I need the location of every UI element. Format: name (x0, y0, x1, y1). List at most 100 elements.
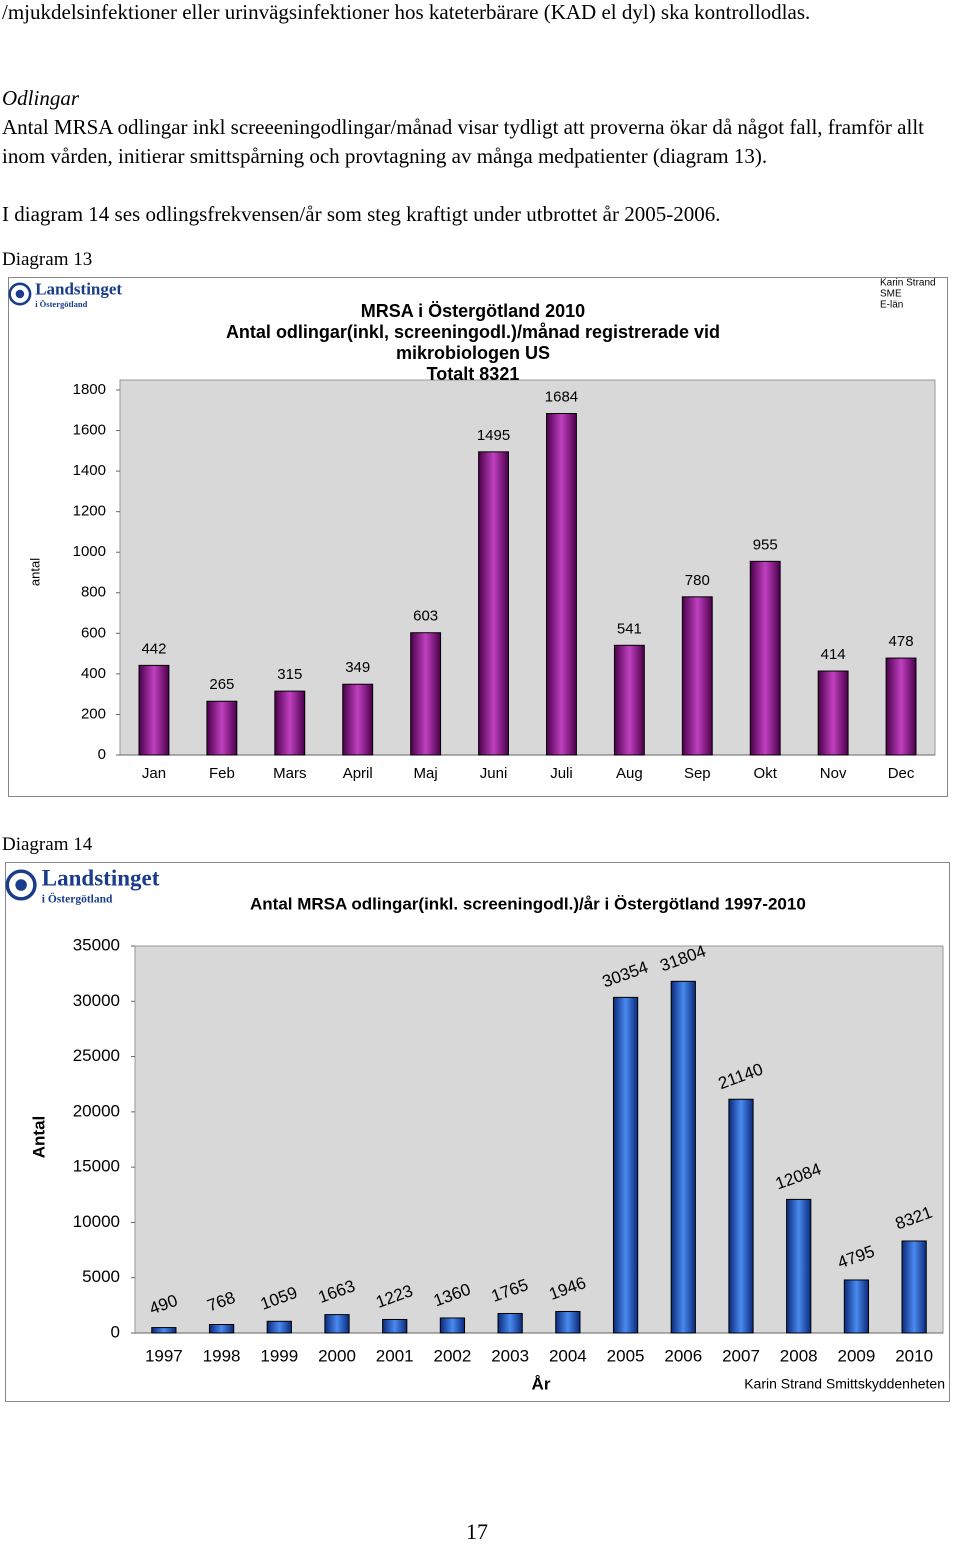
x-tick-label: Jan (142, 765, 166, 782)
chart-title: MRSA i Östergötland 2010 (361, 301, 585, 321)
x-tick-label: Juli (550, 765, 573, 782)
x-tick-label: Nov (820, 765, 847, 782)
y-tick-label: 1000 (73, 543, 106, 560)
x-tick-label: Maj (414, 765, 438, 782)
value-label: 955 (753, 536, 778, 553)
bar (478, 451, 509, 756)
value-label: 315 (277, 666, 302, 683)
logo-emblem (15, 289, 25, 299)
y-tick-label: 200 (81, 705, 106, 722)
y-tick-label: 15000 (73, 1157, 120, 1176)
x-tick-label: April (343, 765, 373, 782)
x-tick-label: 2010 (895, 1346, 933, 1365)
heading: Odlingar (2, 86, 80, 110)
logo-text: i Östergötland (42, 892, 113, 906)
bar (612, 996, 639, 1334)
bar (728, 1098, 754, 1334)
bar (266, 1320, 292, 1334)
x-tick-label: 2001 (376, 1346, 414, 1365)
y-tick-label: 35000 (73, 935, 120, 954)
bar (885, 657, 917, 756)
x-tick-label: 2002 (434, 1346, 472, 1365)
logo-text: Landstinget (35, 280, 122, 299)
x-tick-label: 2008 (780, 1346, 818, 1365)
x-tick-label: 2004 (549, 1346, 587, 1365)
y-tick-label: 1800 (73, 381, 106, 398)
logo-emblem (15, 879, 27, 891)
y-tick-label: 800 (81, 584, 106, 601)
bar (342, 683, 374, 756)
x-tick-label: Aug (616, 765, 643, 782)
value-label: 1684 (545, 388, 578, 405)
y-tick-label: 30000 (73, 991, 120, 1010)
x-tick-label: Okt (754, 765, 778, 782)
value-label: 541 (617, 620, 642, 637)
x-tick-label: 1999 (260, 1346, 298, 1365)
bar (546, 413, 577, 756)
bar (497, 1312, 523, 1334)
value-label: 603 (413, 608, 438, 625)
bar (843, 1279, 870, 1334)
x-tick-label: 2000 (318, 1346, 356, 1365)
x-tick-label: Feb (209, 765, 235, 782)
value-label: 349 (345, 659, 370, 676)
plot-area (119, 379, 936, 756)
x-tick-label: 1997 (145, 1346, 183, 1365)
note: Karin Strand (880, 278, 936, 289)
x-tick-label: Sep (684, 765, 711, 782)
bar (439, 1317, 466, 1334)
paragraph: Antal MRSA odlingar inkl screeeningodlin… (2, 115, 925, 168)
x-tick-label: 2009 (838, 1346, 876, 1365)
x-tick-label: Juni (480, 765, 508, 782)
bar (670, 980, 696, 1334)
bar (151, 1327, 177, 1334)
x-tick-label: 1998 (203, 1346, 241, 1365)
y-tick-label: 1600 (73, 422, 106, 439)
y-tick-label: 20000 (73, 1101, 120, 1120)
bar (138, 664, 170, 756)
chart-title: mikrobiologen US (396, 343, 550, 363)
logo-text: Landstinget (42, 866, 160, 891)
y-tick-label: 1200 (73, 503, 106, 520)
logo-text: i Östergötland (35, 299, 87, 309)
bar (901, 1240, 927, 1334)
y-axis-label: Antal (29, 1116, 48, 1159)
value-label: 414 (821, 646, 846, 663)
plot-area (134, 945, 944, 1334)
y-axis-label: antal (27, 558, 42, 586)
bar (410, 632, 442, 756)
bar (324, 1314, 350, 1334)
x-axis-label: År (532, 1374, 551, 1393)
x-tick-label: 2003 (491, 1346, 529, 1365)
y-tick-label: 400 (81, 665, 106, 682)
value-label: 478 (889, 633, 914, 650)
note: SME (880, 289, 902, 300)
caption: Diagram 14 (2, 834, 93, 855)
bar (274, 690, 306, 756)
chart-title: Totalt 8321 (427, 364, 520, 384)
chart-title: Antal odlingar(inkl, screeningodl.)/måna… (226, 322, 720, 342)
chart-title: Antal MRSA odlingar(inkl. screeningodl.)… (250, 894, 806, 913)
page-number: 17 (466, 1519, 488, 1544)
bar (208, 1324, 235, 1334)
y-tick-label: 0 (98, 746, 106, 763)
caption: Diagram 13 (2, 249, 93, 270)
x-tick-label: Dec (888, 765, 915, 782)
bar (817, 670, 849, 756)
x-tick-label: 2005 (607, 1346, 645, 1365)
note: Karin Strand Smittskyddenheten (744, 1376, 945, 1392)
y-tick-label: 0 (111, 1322, 120, 1341)
value-label: 265 (209, 676, 234, 693)
bar (382, 1318, 408, 1334)
paragraph: /mjukdelsinfektioner eller urinvägsinfek… (2, 0, 811, 24)
y-tick-label: 25000 (73, 1046, 120, 1065)
bar (555, 1310, 581, 1334)
x-tick-label: 2007 (722, 1346, 760, 1365)
value-label: 780 (685, 572, 710, 589)
bar (786, 1198, 812, 1334)
y-tick-label: 5000 (82, 1267, 120, 1286)
x-tick-label: Mars (273, 765, 306, 782)
